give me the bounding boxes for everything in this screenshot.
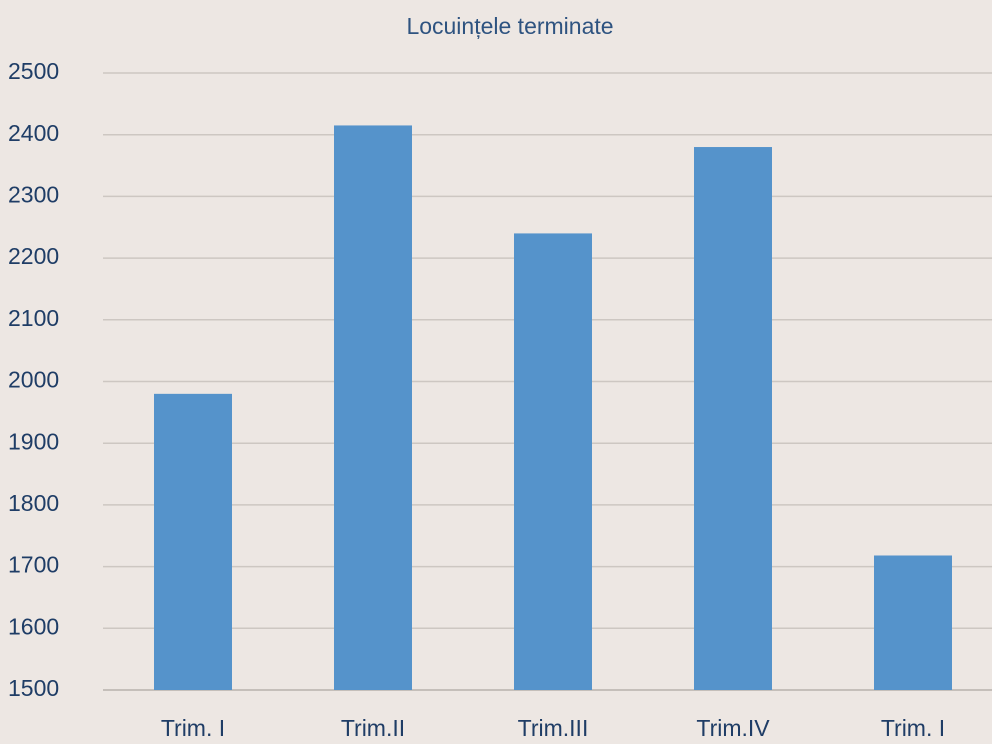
y-tick-label: 2000 — [8, 367, 59, 393]
y-tick-label: 1900 — [8, 428, 59, 454]
chart-title: Locuințele terminate — [406, 13, 613, 39]
x-tick-label: Trim. I — [881, 715, 945, 741]
bar — [874, 555, 952, 690]
y-tick-label: 1500 — [8, 675, 59, 701]
x-tick-label: Trim. I — [161, 715, 225, 741]
y-tick-label: 2500 — [8, 58, 59, 84]
y-tick-label: 2400 — [8, 120, 59, 146]
y-tick-label: 1800 — [8, 490, 59, 516]
bar — [514, 233, 592, 691]
y-tick-label: 2300 — [8, 181, 59, 207]
y-tick-label: 1600 — [8, 613, 59, 639]
x-tick-label: Trim.III — [518, 715, 589, 741]
bar — [694, 147, 772, 691]
y-tick-label: 1700 — [8, 552, 59, 578]
y-tick-label: 2100 — [8, 305, 59, 331]
x-tick-label: Trim.II — [341, 715, 405, 741]
bar — [154, 393, 232, 690]
x-tick-label: Trim.IV — [696, 715, 770, 741]
bar — [334, 125, 412, 690]
y-tick-label: 2200 — [8, 243, 59, 269]
